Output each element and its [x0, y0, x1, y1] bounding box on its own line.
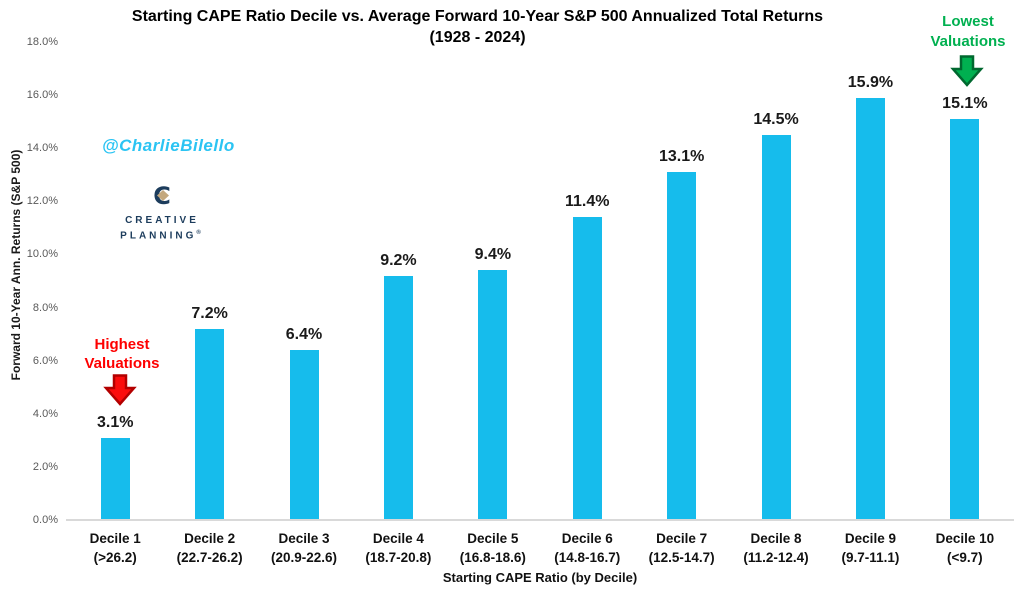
x-axis-category-range: (12.5-14.7) [648, 550, 715, 565]
x-axis-category-range: (>26.2) [93, 550, 137, 565]
green-down-arrow-icon [950, 55, 984, 87]
x-axis-category-range: (22.7-26.2) [176, 550, 243, 565]
x-axis-category-name: Decile 6 [561, 531, 613, 546]
y-axis-tick-label: 10.0% [26, 248, 58, 261]
chart-subtitle: (1928 - 2024) [429, 29, 526, 46]
y-axis-tick-label: 14.0% [26, 142, 58, 155]
bar-value-label: 13.1% [658, 148, 705, 166]
x-axis-category: Decile 8 (11.2-12.4) [729, 529, 823, 567]
x-axis-category: Decile 1 (>26.2) [68, 529, 162, 567]
x-axis-category-range: (14.8-16.7) [554, 550, 621, 565]
y-axis-tick-label: 4.0% [32, 407, 58, 420]
x-axis-title: Starting CAPE Ratio (by Decile) [442, 570, 638, 585]
bar-column: 9.4% [446, 42, 540, 520]
bar-decile-5 [478, 270, 508, 520]
x-axis-line [66, 519, 1014, 521]
x-axis-category: Decile 4 (18.7-20.8) [351, 529, 445, 567]
bar-decile-8 [761, 134, 791, 520]
bar-column: 7.2% [162, 42, 256, 520]
bar-column: 3.1% [68, 42, 162, 520]
x-axis-category: Decile 6 (14.8-16.7) [540, 529, 634, 567]
bar-value-label: 15.1% [942, 95, 988, 112]
bar-column: 15.9% [823, 42, 917, 520]
x-axis-category-name: Decile 9 [844, 531, 896, 546]
y-axis-tick-label: 8.0% [32, 301, 58, 314]
x-axis-category-name: Decile 10 [935, 531, 995, 546]
bar-value-label: 6.4% [285, 326, 323, 343]
x-axis-category-range: (11.2-12.4) [743, 550, 809, 565]
bar-value-label: 3.1% [96, 413, 134, 431]
bar-column: 6.4% [257, 42, 351, 520]
bar-decile-9 [855, 97, 885, 520]
bar-decile-3 [289, 350, 319, 520]
bar-decile-4 [383, 275, 413, 520]
bar-column: 13.1% [634, 42, 728, 520]
bar-value-label: 9.4% [474, 246, 512, 264]
x-axis-category: Decile 9 (9.7-11.1) [823, 529, 917, 567]
y-axis-title: Forward 10-Year Ann. Returns (S&P 500) [9, 149, 23, 381]
bar-value-label: 15.9% [847, 73, 894, 91]
chart-title: Starting CAPE Ratio Decile vs. Average F… [131, 8, 824, 25]
x-axis-category: Decile 7 (12.5-14.7) [634, 529, 728, 567]
y-axis-tick-label: 18.0% [26, 36, 58, 48]
x-axis-categories: Decile 1 (>26.2) Decile 2 (22.7-26.2) Decile… [68, 529, 1012, 567]
x-axis-category: Decile 2 (22.7-26.2) [162, 529, 256, 567]
x-axis-category-range: (16.8-18.6) [459, 550, 526, 565]
y-axis-tick-label: 0.0% [32, 514, 58, 526]
y-axis-tick-label: 12.0% [26, 195, 58, 208]
x-axis-category-range: (<9.7) [947, 550, 983, 565]
bar-decile-7 [667, 172, 697, 520]
bar-value-label: 14.5% [753, 110, 799, 128]
x-axis-category-range: (9.7-11.1) [841, 550, 900, 565]
watermark-handle: @CharlieBilello [102, 136, 235, 155]
chart-title-block: Starting CAPE Ratio Decile vs. Average F… [0, 6, 955, 48]
bar-value-label: 7.2% [191, 304, 228, 322]
bar-column: 15.1% [918, 42, 1012, 520]
bar-value-label: 9.2% [380, 251, 417, 269]
y-axis-tick-label: 2.0% [32, 460, 58, 473]
bar-column: 9.2% [351, 42, 445, 520]
x-axis-category-name: Decile 4 [372, 531, 424, 546]
x-axis-category: Decile 10 (<9.7) [918, 529, 1012, 567]
x-axis-category-name: Decile 7 [656, 531, 708, 546]
bar-decile-1 [100, 437, 130, 520]
x-axis-category: Decile 5 (16.8-18.6) [446, 529, 540, 567]
bar-decile-2 [195, 328, 225, 520]
logo-text-creative: CREATIVE [125, 215, 199, 226]
x-axis-category-range: (20.9-22.6) [270, 550, 338, 565]
bar-column: 14.5% [729, 42, 823, 520]
annotation-highest-valuations: Highest Valuations [84, 336, 160, 372]
x-axis-category-name: Decile 2 [184, 531, 236, 546]
x-axis-category-name: Decile 5 [467, 531, 519, 546]
y-axis-tick-label: 16.0% [26, 89, 58, 102]
bar-decile-6 [572, 217, 602, 520]
creative-planning-logo: C CREATIVE PLANNING® [106, 182, 218, 242]
creative-planning-monogram-icon: C [153, 182, 171, 210]
annotation-lowest-valuations: Lowest Valuations [930, 13, 1006, 50]
x-axis-category-name: Decile 1 [89, 531, 141, 546]
x-axis-category: Decile 3 (20.9-22.6) [257, 529, 351, 567]
bar-value-label: 11.4% [564, 193, 610, 211]
bar-decile-10 [950, 119, 980, 520]
x-axis-category-range: (18.7-20.8) [365, 550, 432, 565]
red-down-arrow-icon [103, 374, 137, 406]
x-axis-category-name: Decile 8 [750, 531, 802, 546]
plot-area: 3.1% 7.2% 6.4% 9.2% 9.4% 11.4% 13.1% 14.5% 15.9%… [68, 42, 1012, 520]
logo-text-planning: PLANNING® [120, 230, 204, 242]
x-axis-category-name: Decile 3 [278, 531, 330, 546]
bar-column: 11.4% [540, 42, 634, 520]
y-axis-tick-label: 6.0% [32, 354, 58, 367]
